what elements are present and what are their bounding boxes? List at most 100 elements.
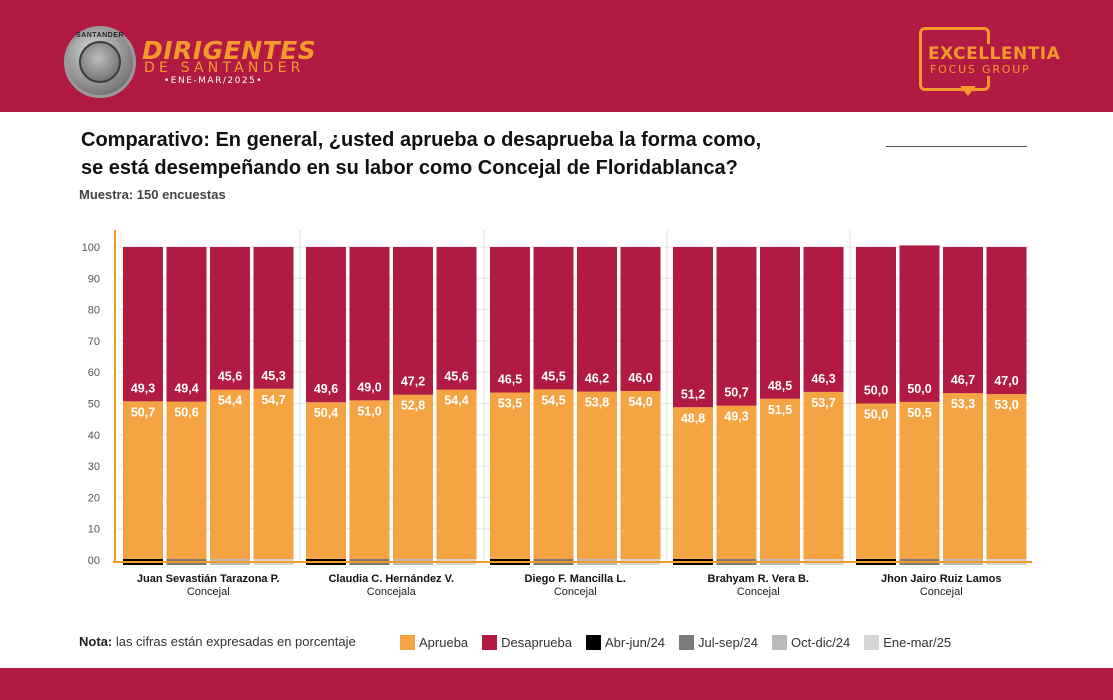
legend-label: Oct-dic/24: [790, 635, 851, 650]
label-aprueba: 54,4: [444, 394, 468, 408]
label-desaprueba: 49,0: [357, 380, 381, 394]
bar-aprueba: [210, 389, 250, 560]
y-tick-label: 60: [88, 367, 100, 379]
label-desaprueba: 45,6: [444, 370, 468, 384]
bar-desaprueba: [803, 247, 844, 392]
label-desaprueba: 50,0: [907, 382, 931, 396]
label-aprueba: 50,4: [314, 406, 338, 420]
label-aprueba: 48,8: [681, 411, 705, 425]
bar-desaprueba: [673, 247, 713, 408]
y-tick-label: 40: [88, 430, 100, 442]
bar-desaprueba: [210, 247, 250, 390]
header-banner: SANTANDER DIRIGENTES DE SANTANDER •ENE-M…: [0, 0, 1113, 112]
legend-label: Abr-jun/24: [604, 635, 665, 650]
label-aprueba: 49,3: [724, 410, 748, 424]
label-desaprueba: 49,4: [174, 382, 198, 396]
bar-aprueba: [533, 389, 574, 560]
legend-swatch: [864, 635, 880, 650]
y-tick-label: 20: [88, 492, 100, 504]
bar-aprueba: [166, 401, 207, 560]
label-desaprueba: 46,5: [498, 373, 522, 387]
label-aprueba: 53,8: [585, 396, 609, 410]
bar-desaprueba: [436, 247, 477, 390]
bar-aprueba: [253, 388, 294, 560]
building-icon: [79, 41, 121, 83]
group-role: Concejala: [367, 586, 417, 598]
chart-title: Comparativo: En general, ¿usted aprueba …: [81, 126, 761, 182]
label-desaprueba: 50,7: [724, 386, 748, 400]
brand-title: DIRIGENTES: [142, 36, 317, 65]
bar-desaprueba: [716, 247, 757, 406]
y-tick-label: 30: [88, 461, 100, 473]
label-aprueba: 50,0: [864, 408, 888, 422]
legend-swatch: [771, 635, 787, 650]
legend-item: Jul-sep/24: [678, 635, 758, 650]
group-name: Jhon Jairo Ruiz Lamos: [881, 573, 1001, 585]
group-name: Juan Sevastián Tarazona P.: [137, 573, 280, 585]
group-role: Concejal: [737, 586, 780, 598]
y-tick-label: 70: [88, 336, 100, 348]
label-aprueba: 53,0: [994, 398, 1018, 412]
excellentia-logo-sub: FOCUS GROUP: [928, 63, 1033, 76]
legend-swatch: [482, 635, 498, 650]
label-aprueba: 52,8: [401, 399, 425, 413]
bar-desaprueba: [393, 247, 433, 395]
label-aprueba: 53,7: [811, 396, 835, 410]
group-name: Diego F. Mancilla L.: [525, 573, 626, 585]
bar-desaprueba: [760, 247, 800, 399]
bar-desaprueba: [349, 247, 390, 401]
bar-aprueba: [436, 389, 477, 560]
bar-aprueba: [577, 391, 617, 560]
label-desaprueba: 48,5: [768, 379, 792, 393]
seal-label: SANTANDER: [76, 32, 124, 39]
legend-label: Jul-sep/24: [697, 635, 758, 650]
label-aprueba: 54,4: [218, 394, 242, 408]
santander-seal-icon: SANTANDER: [64, 26, 136, 98]
label-desaprueba: 49,3: [131, 381, 155, 395]
label-desaprueba: 46,3: [811, 372, 835, 386]
y-tick-label: 10: [88, 524, 100, 536]
label-desaprueba: 50,0: [864, 384, 888, 398]
bar-aprueba: [899, 401, 940, 560]
group-name: Brahyam R. Vera B.: [708, 573, 810, 585]
legend-label: Desaprueba: [501, 635, 572, 650]
bar-aprueba: [986, 394, 1027, 560]
chart-title-line2: se está desempeñando en su labor como Co…: [81, 157, 738, 179]
bar-desaprueba: [986, 247, 1027, 395]
label-desaprueba: 49,6: [314, 382, 338, 396]
label-desaprueba: 51,2: [681, 387, 705, 401]
bar-desaprueba: [253, 247, 294, 389]
stacked-bar-chart: 00 10 20 30 40 50 60 70 80 90 100 50,7 49,3 50,6 49,4 5…: [82, 230, 1032, 598]
bar-aprueba: [349, 400, 390, 560]
bar-desaprueba: [856, 247, 896, 404]
y-tick-label: 80: [88, 305, 100, 317]
label-aprueba: 53,3: [951, 397, 975, 411]
bar-aprueba: [123, 401, 163, 560]
label-aprueba: 51,0: [357, 404, 381, 418]
label-desaprueba: 47,0: [994, 374, 1018, 388]
label-desaprueba: 45,6: [218, 370, 242, 384]
bar-aprueba: [490, 392, 530, 560]
label-desaprueba: 46,7: [951, 373, 975, 387]
brand-period: •ENE-MAR/2025•: [164, 76, 264, 86]
legend-label: Aprueba: [419, 635, 469, 650]
legend-item: Desaprueba: [482, 635, 572, 650]
bar-desaprueba: [166, 247, 207, 402]
label-aprueba: 54,5: [541, 393, 565, 407]
speech-bubble-tail-icon: [960, 86, 976, 96]
label-desaprueba: 45,5: [541, 369, 565, 383]
excellentia-logo: EXCELLENTIA: [926, 44, 1063, 64]
legend-item: Aprueba: [400, 635, 468, 650]
label-desaprueba: 46,0: [628, 371, 652, 385]
legend-item: Oct-dic/24: [771, 635, 851, 650]
bar-desaprueba: [533, 247, 574, 390]
legend: Aprueba Desaprueba Abr-jun/24 Jul-sep/24…: [400, 635, 965, 650]
note-text: las cifras están expresadas en porcentaj…: [112, 634, 356, 649]
legend-swatch: [585, 635, 601, 650]
legend-swatch: [678, 635, 694, 650]
brand-subtitle: DE SANTANDER: [144, 60, 305, 76]
legend-item: Abr-jun/24: [585, 635, 665, 650]
footer-band: [0, 668, 1113, 700]
sample-size: Muestra: 150 encuestas: [79, 187, 226, 202]
label-desaprueba: 46,2: [585, 372, 609, 386]
